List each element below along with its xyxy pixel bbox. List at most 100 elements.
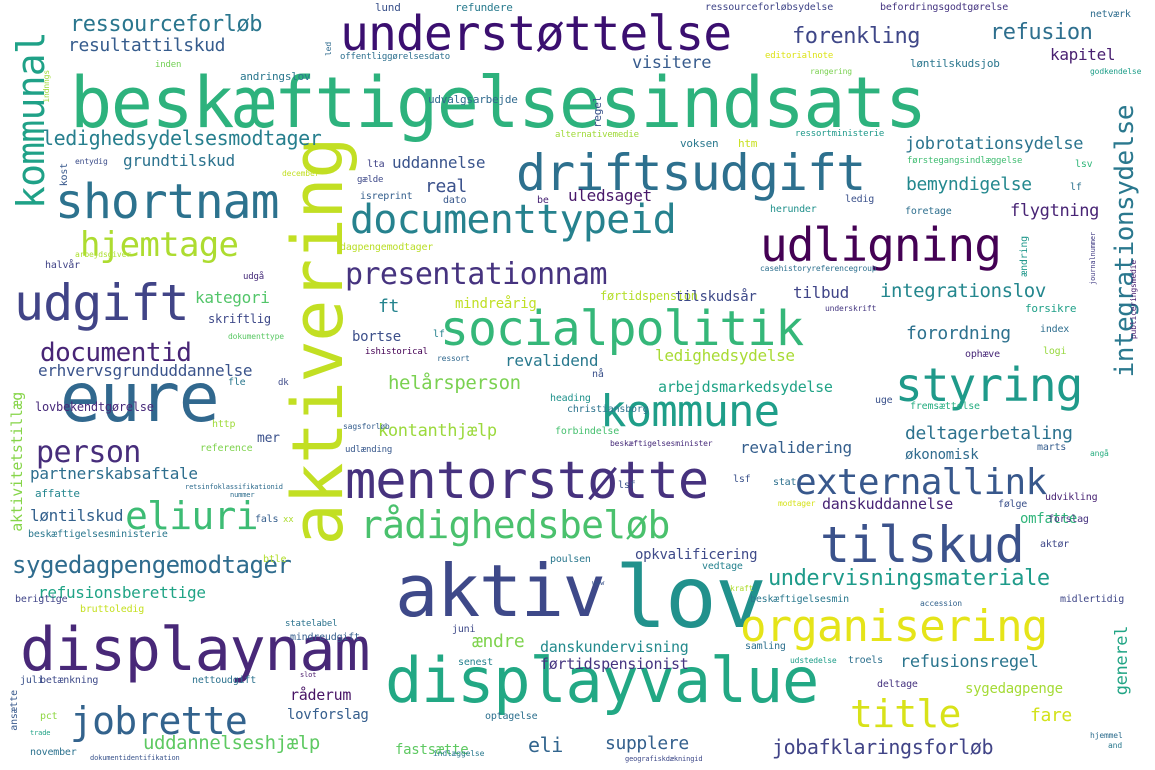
cloud-word: ressourceforløb — [70, 12, 263, 37]
cloud-word: godkendelse — [1090, 67, 1142, 76]
cloud-word: beskæftigelsesindsats — [70, 62, 927, 144]
cloud-word: fare — [1030, 705, 1072, 726]
cloud-word: jobrette — [70, 699, 248, 743]
cloud-word: fals — [255, 514, 279, 525]
cloud-word: slot — [300, 671, 317, 679]
cloud-word: ansætte — [9, 690, 20, 731]
cloud-word: styring — [895, 358, 1083, 412]
cloud-word: arbejdsgiver — [75, 250, 131, 259]
cloud-word: accession — [920, 599, 962, 608]
cloud-word: btle — [263, 554, 287, 565]
cloud-word: udlænding — [345, 445, 393, 455]
cloud-word: opkvalificering — [635, 547, 758, 563]
cloud-word: lovforslag — [287, 707, 369, 723]
cloud-word: displayvalue — [385, 644, 819, 717]
cloud-word: erhvervsgrunduddannelse — [38, 361, 253, 380]
cloud-word: ændre — [472, 631, 525, 652]
cloud-word: ledighedsydelse — [655, 346, 795, 365]
cloud-word: aktivitetstillæg — [8, 392, 26, 532]
cloud-word: rådighedsbeløb — [360, 503, 670, 547]
cloud-word: isreprint — [360, 191, 413, 202]
cloud-word: løntilskudsjob — [910, 57, 1000, 70]
cloud-word: betænkning — [40, 675, 99, 686]
cloud-word: entydig — [75, 157, 108, 166]
cloud-word: kapitel — [1050, 45, 1116, 64]
cloud-word: forenkling — [792, 24, 921, 49]
cloud-word: led — [324, 42, 333, 56]
cloud-word: senest — [458, 657, 493, 668]
cloud-word: udgå — [243, 272, 264, 282]
cloud-word: dato — [443, 195, 467, 206]
cloud-word: mindreårig — [455, 296, 537, 312]
cloud-word: uledsaget — [568, 186, 652, 205]
cloud-word: samling — [745, 641, 786, 652]
cloud-word: revalidend — [505, 351, 599, 370]
cloud-word: juni — [452, 624, 476, 635]
cloud-word: eure — [60, 359, 220, 438]
cloud-word: udvikling — [1045, 492, 1098, 503]
cloud-word: documentid — [40, 338, 192, 368]
cloud-word: indlæggelse — [433, 749, 485, 758]
cloud-word: kost — [59, 163, 70, 187]
cloud-word: december — [282, 169, 320, 178]
cloud-word: inden — [155, 60, 182, 70]
cloud-word: modtager — [778, 499, 816, 508]
cloud-word: socialpolitik — [440, 301, 804, 357]
cloud-word: casehistoryreferencegroup — [760, 264, 877, 273]
cloud-word: be — [537, 195, 549, 206]
cloud-word: ændring — [1019, 236, 1030, 277]
cloud-word: deltagerbetaling — [905, 423, 1073, 444]
cloud-word: marts — [1037, 442, 1067, 453]
cloud-word: driftsudgift — [516, 144, 866, 202]
cloud-word: shortnam — [55, 174, 279, 230]
cloud-word: heading — [550, 393, 591, 404]
cloud-word: ressourceforløbsydelse — [705, 2, 834, 13]
cloud-word: refusionsberettige — [38, 583, 206, 602]
cloud-word: førtidspensionist — [540, 655, 689, 673]
cloud-word: arbejdsmarkedsydelse — [658, 378, 833, 396]
cloud-word: partnerskabsaftale — [30, 464, 198, 483]
cloud-word: uddannelse — [392, 153, 486, 172]
cloud-word: befordringsgodtgørelse — [880, 2, 1009, 13]
cloud-word: real — [425, 176, 467, 197]
cloud-word: førtidspension — [600, 289, 698, 303]
cloud-word: forsikre — [1025, 302, 1077, 315]
cloud-word: flygtning — [1010, 201, 1100, 221]
cloud-word: udgift — [14, 274, 190, 332]
cloud-word: supplere — [605, 733, 689, 754]
cloud-word: mer — [257, 431, 280, 446]
cloud-word: grundtilskud — [123, 151, 235, 170]
cloud-word: tilbud — [793, 283, 849, 302]
cloud-word: uge — [875, 395, 893, 406]
cloud-word: reference — [200, 443, 253, 454]
cloud-word: ressort — [437, 354, 470, 363]
cloud-word: berigtige — [15, 594, 68, 605]
cloud-word: udvalgsarbejde — [428, 93, 518, 106]
cloud-word: juli — [20, 675, 44, 686]
cloud-word: udligning — [760, 218, 1002, 272]
cloud-word: forordning — [906, 323, 1011, 344]
cloud-word: sygedagpengemodtager — [12, 551, 292, 579]
cloud-word: and — [1108, 741, 1122, 750]
cloud-word: aktivering — [277, 138, 359, 546]
cloud-word: www — [592, 579, 605, 587]
cloud-word: lov — [615, 548, 767, 648]
cloud-word: gælde — [357, 175, 384, 185]
cloud-word: optagelse — [485, 711, 538, 722]
cloud-word: christiansborg — [567, 404, 649, 415]
cloud-word: skriftlig — [208, 312, 271, 326]
cloud-word: refusion — [990, 20, 1093, 45]
cloud-word: andringslov — [240, 70, 311, 83]
cloud-word: pct — [40, 711, 58, 722]
cloud-word: deltage — [877, 679, 918, 690]
cloud-word: ledighedsydelsesmodtager — [42, 126, 322, 150]
cloud-word: lsv — [1075, 159, 1093, 170]
cloud-word: geografiskdækningid — [625, 755, 703, 763]
cloud-word: troels — [848, 655, 883, 666]
cloud-word: dokumenttype — [228, 332, 284, 341]
cloud-word: uddannelseshjælp — [143, 732, 320, 754]
cloud-word: herunder — [770, 204, 817, 215]
cloud-word: lta — [367, 159, 385, 170]
cloud-word: aktiv — [395, 549, 606, 633]
cloud-word: sygedagpenge — [965, 681, 1063, 697]
